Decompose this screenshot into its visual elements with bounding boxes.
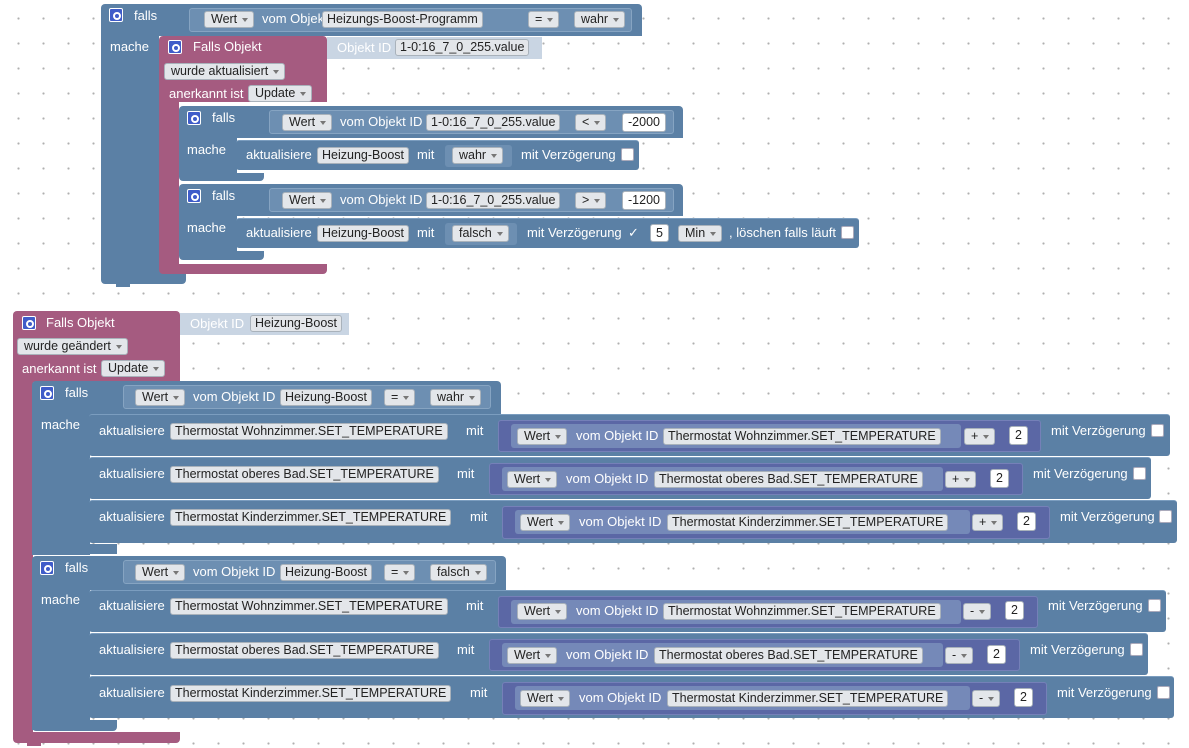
target-object-field[interactable]: Thermostat Kinderzimmer.SET_TEMPERATURE bbox=[170, 685, 452, 702]
number-field[interactable]: -2000 bbox=[622, 113, 666, 132]
delay-number-field[interactable]: 5 bbox=[650, 224, 669, 242]
object-id-field[interactable]: Thermostat oberes Bad.SET_TEMPERATURE bbox=[654, 471, 923, 488]
gear-icon[interactable] bbox=[22, 316, 36, 330]
number-field[interactable]: 2 bbox=[987, 645, 1006, 664]
property-dropdown[interactable]: Wert bbox=[282, 192, 333, 209]
delay-checkbox[interactable] bbox=[1133, 467, 1146, 480]
target-object-field[interactable]: Thermostat oberes Bad.SET_TEMPERATURE bbox=[170, 466, 439, 483]
delay-checkbox[interactable] bbox=[621, 148, 634, 161]
target-object-field[interactable]: Thermostat Wohnzimmer.SET_TEMPERATURE bbox=[170, 423, 448, 440]
object-id-field[interactable]: Thermostat Wohnzimmer.SET_TEMPERATURE bbox=[663, 603, 941, 620]
property-dropdown[interactable]: Wert bbox=[520, 690, 571, 707]
delay-checkbox[interactable] bbox=[1157, 686, 1170, 699]
property-dropdown[interactable]: Wert bbox=[507, 647, 558, 664]
number-field[interactable]: -1200 bbox=[622, 191, 666, 210]
math-operator-dropdown[interactable]: + bbox=[972, 514, 1004, 531]
object-id-field[interactable]: Thermostat Kinderzimmer.SET_TEMPERATURE bbox=[667, 514, 949, 531]
gear-icon[interactable] bbox=[168, 40, 182, 54]
event-dropdown[interactable]: wurde aktualisiert bbox=[164, 63, 286, 80]
ack-dropdown[interactable]: Update bbox=[248, 85, 313, 102]
math-operator-dropdown[interactable]: - bbox=[972, 690, 1001, 707]
trigger-object-id[interactable]: Heizung-Boost bbox=[250, 315, 342, 332]
gear-icon[interactable] bbox=[187, 111, 201, 125]
delay-checkbox[interactable] bbox=[1130, 643, 1143, 656]
math-operator-dropdown[interactable]: - bbox=[945, 647, 974, 664]
property-dropdown[interactable]: Wert bbox=[135, 389, 186, 406]
delay-checked-icon[interactable]: ✓ bbox=[628, 225, 639, 240]
value-dropdown[interactable]: falsch bbox=[430, 564, 487, 581]
value-dropdown[interactable]: falsch bbox=[452, 225, 509, 242]
math-operator-dropdown[interactable]: + bbox=[964, 428, 996, 445]
delay-checkbox[interactable] bbox=[1159, 510, 1172, 523]
operator-dropdown[interactable]: = bbox=[384, 389, 416, 406]
gear-icon[interactable] bbox=[187, 189, 201, 203]
number-field[interactable]: 2 bbox=[1017, 512, 1036, 531]
object-id-field[interactable]: Heizung-Boost bbox=[280, 564, 372, 581]
number-field[interactable]: 2 bbox=[1005, 601, 1024, 620]
object-id-field[interactable]: Thermostat oberes Bad.SET_TEMPERATURE bbox=[654, 647, 923, 664]
target-object-field[interactable]: Heizung-Boost bbox=[317, 225, 409, 242]
operator-dropdown[interactable]: < bbox=[575, 114, 607, 131]
property-dropdown[interactable]: Wert bbox=[520, 514, 571, 531]
number-field[interactable]: 2 bbox=[1009, 426, 1028, 445]
property-dropdown[interactable]: Wert bbox=[517, 603, 568, 620]
target-object-field[interactable]: Thermostat oberes Bad.SET_TEMPERATURE bbox=[170, 642, 439, 659]
gear-icon[interactable] bbox=[109, 8, 123, 22]
event-dropdown[interactable]: wurde geändert bbox=[17, 338, 128, 355]
object-id-field[interactable]: 1-0:16_7_0_255.value bbox=[426, 192, 561, 209]
operator-dropdown[interactable]: > bbox=[575, 192, 607, 209]
trigger-object-id[interactable]: 1-0:16_7_0_255.value bbox=[395, 39, 530, 56]
target-object-field[interactable]: Thermostat Kinderzimmer.SET_TEMPERATURE bbox=[170, 509, 452, 526]
ack-dropdown[interactable]: Update bbox=[101, 360, 166, 377]
delay-unit-dropdown[interactable]: Min bbox=[678, 225, 723, 242]
number-field[interactable]: 2 bbox=[990, 469, 1009, 488]
object-id-field[interactable]: Heizungs-Boost-Programm bbox=[322, 11, 483, 28]
delay-checkbox[interactable] bbox=[1148, 599, 1161, 612]
operator-dropdown[interactable]: = bbox=[384, 564, 416, 581]
then-label: mache bbox=[110, 39, 150, 54]
gear-icon[interactable] bbox=[40, 386, 54, 400]
if-label: falls bbox=[134, 8, 158, 23]
target-object-field[interactable]: Thermostat Wohnzimmer.SET_TEMPERATURE bbox=[170, 598, 448, 615]
object-id-field[interactable]: Thermostat Wohnzimmer.SET_TEMPERATURE bbox=[663, 428, 941, 445]
property-dropdown[interactable]: Wert bbox=[135, 564, 186, 581]
property-dropdown[interactable]: Wert bbox=[507, 471, 558, 488]
number-field[interactable]: 2 bbox=[1014, 688, 1033, 707]
property-dropdown[interactable]: Wert bbox=[204, 11, 255, 28]
value-dropdown[interactable]: wahr bbox=[452, 147, 504, 164]
math-operator-dropdown[interactable]: - bbox=[963, 603, 992, 620]
operator-dropdown[interactable]: = bbox=[528, 11, 560, 28]
object-id-field[interactable]: Thermostat Kinderzimmer.SET_TEMPERATURE bbox=[667, 690, 949, 707]
object-id-field[interactable]: 1-0:16_7_0_255.value bbox=[426, 114, 561, 131]
object-id-field[interactable]: Heizung-Boost bbox=[280, 389, 372, 406]
property-dropdown[interactable]: Wert bbox=[517, 428, 568, 445]
property-dropdown[interactable]: Wert bbox=[282, 114, 333, 131]
math-operator-dropdown[interactable]: + bbox=[945, 471, 977, 488]
gear-icon[interactable] bbox=[40, 561, 54, 575]
value-dropdown[interactable]: wahr bbox=[430, 389, 482, 406]
target-object-field[interactable]: Heizung-Boost bbox=[317, 147, 409, 164]
clear-running-checkbox[interactable] bbox=[841, 226, 854, 239]
value-dropdown[interactable]: wahr bbox=[574, 11, 626, 28]
delay-checkbox[interactable] bbox=[1151, 424, 1164, 437]
